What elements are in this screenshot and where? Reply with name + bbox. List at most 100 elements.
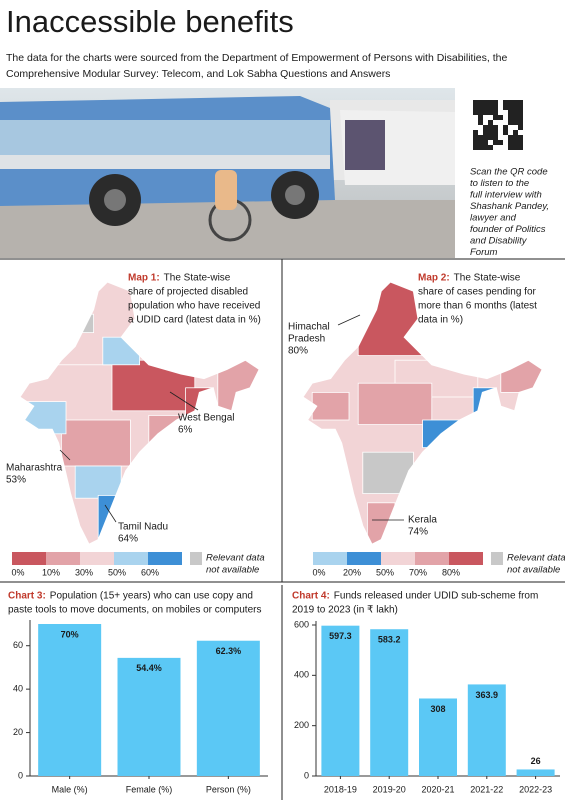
map-outline: [19, 281, 260, 545]
annotation-value: 64%: [118, 534, 138, 545]
qr-cell: [508, 110, 513, 115]
state-region: [111, 359, 196, 412]
y-tick-label: 60: [13, 640, 23, 650]
qr-cell: [488, 125, 493, 130]
qr-cell: [518, 140, 523, 145]
chart-label: Chart 3:: [8, 591, 46, 602]
qr-cell: [513, 130, 518, 135]
photo-caption: full interview with: [470, 190, 542, 201]
state-region: [357, 282, 424, 356]
value-label: 26: [531, 756, 541, 766]
qr-cell: [478, 145, 483, 150]
map-title: share of projected disabled: [128, 287, 248, 298]
legend-swatch: [80, 552, 114, 565]
qr-cell: [518, 105, 523, 110]
legend-tick: 70%: [409, 567, 427, 577]
value-label: 597.3: [329, 631, 352, 641]
qr-cell: [483, 145, 488, 150]
photo-caption: Scan the QR code: [470, 167, 548, 178]
bar: [117, 657, 181, 776]
legend-swatch: [313, 552, 347, 565]
qr-cell: [518, 135, 523, 140]
state-region: [74, 465, 122, 499]
bar: [419, 698, 457, 776]
qr-cell: [478, 115, 483, 120]
qr-cell: [478, 140, 483, 145]
value-label: 583.2: [378, 635, 401, 645]
photo-caption: Shashank Pandey,: [470, 201, 549, 212]
x-tick-label: 2018-19: [324, 784, 357, 794]
qr-cell: [508, 140, 513, 145]
value-label: 308: [430, 704, 445, 714]
qr-cell: [513, 145, 518, 150]
annotation-value: 6%: [178, 425, 193, 436]
x-tick-label: Female (%): [126, 784, 173, 794]
leader-line: [59, 449, 71, 461]
qr-cell: [518, 125, 523, 130]
value-label: 62.3%: [216, 646, 242, 656]
leader-line: [104, 504, 117, 523]
photo-caption: Forum: [470, 247, 498, 258]
chart-title: Funds released under UDID sub-scheme fro…: [334, 591, 539, 602]
qr-cell: [508, 105, 513, 110]
title: Inaccessible benefits: [6, 4, 294, 39]
legend-na-label: Relevant data: [206, 553, 265, 564]
bar: [370, 629, 409, 776]
qr-cell: [488, 100, 493, 105]
legend-tick: 50%: [376, 567, 394, 577]
qr-cell: [513, 135, 518, 140]
x-tick-label: 2022-23: [519, 784, 552, 794]
qr-cell: [508, 135, 513, 140]
x-tick-label: 2021-22: [470, 784, 503, 794]
qr-cell: [493, 140, 498, 145]
qr-cell: [508, 120, 513, 125]
legend-tick: 0%: [11, 567, 24, 577]
annotation-value: 53%: [6, 475, 26, 486]
legend-tick: 80%: [442, 567, 460, 577]
state-region: [362, 451, 414, 495]
annotation-name: Pradesh: [288, 334, 325, 345]
value-label: 363.9: [476, 690, 499, 700]
value-label: 54.4%: [136, 663, 162, 673]
qr-cell: [473, 140, 478, 145]
qr-cell: [483, 110, 488, 115]
state-region: [61, 313, 95, 334]
leader-line: [337, 314, 361, 326]
qr-cell: [518, 110, 523, 115]
legend-swatch: [46, 552, 80, 565]
qr-cell: [513, 140, 518, 145]
qr-cell: [488, 135, 493, 140]
annotation-name: West Bengal: [178, 413, 235, 424]
qr-cell: [493, 100, 498, 105]
qr-cell: [508, 115, 513, 120]
annotation-name: Himachal: [288, 322, 330, 333]
chart-title: 2019 to 2023 (in ₹ lakh): [292, 605, 398, 616]
map-title: more than 6 months (latest: [418, 301, 537, 312]
state-region: [472, 387, 497, 421]
qr-cell: [478, 135, 483, 140]
annotation-name: Kerala: [408, 515, 437, 526]
photo-caption: to listen to the: [470, 178, 529, 189]
legend-na-swatch: [190, 552, 202, 565]
qr-cell: [518, 115, 523, 120]
qr-cell: [473, 130, 478, 135]
map-label: Map 2:: [418, 273, 450, 284]
qr-cell: [503, 105, 508, 110]
qr-cell: [473, 110, 478, 115]
qr-cell: [493, 135, 498, 140]
bar: [38, 624, 102, 776]
y-tick-label: 0: [18, 770, 23, 780]
qr-cell: [478, 100, 483, 105]
map-title: data in %): [418, 315, 463, 326]
qr-cell: [478, 120, 483, 125]
qr-cell: [483, 105, 488, 110]
qr-cell: [493, 125, 498, 130]
qr-cell: [498, 115, 503, 120]
state-region: [61, 419, 131, 467]
map-title: a UDID card (latest data in %): [128, 315, 261, 326]
legend-swatch: [381, 552, 415, 565]
legend-tick: 60%: [141, 567, 159, 577]
photo: [0, 88, 565, 258]
state-region: [102, 336, 141, 366]
x-tick-label: 2019-20: [373, 784, 406, 794]
